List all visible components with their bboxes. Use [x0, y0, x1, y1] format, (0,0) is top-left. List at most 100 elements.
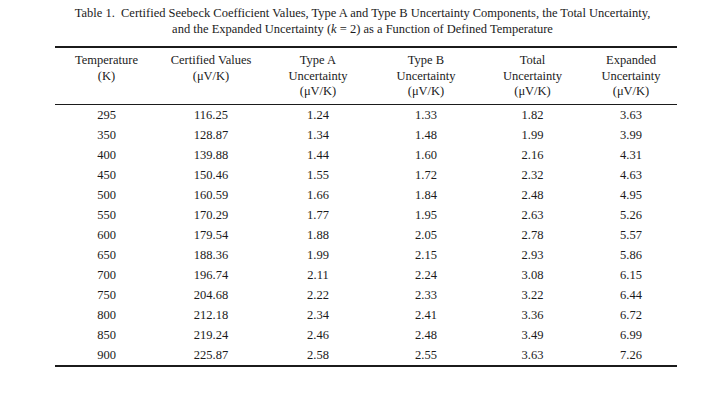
seebeck-coefficient-table: Temperature (K) Certified Values (μV/K) … — [55, 46, 677, 367]
table-row: 450 150.46 1.55 1.72 2.32 4.63 — [55, 165, 677, 185]
cell-type-b-uncertainty: 2.24 — [372, 265, 480, 285]
cell-total-uncertainty: 2.93 — [480, 245, 585, 265]
column-header-type-a-uncertainty: Type A Uncertainty (μV/K) — [264, 47, 372, 104]
table-row: 700 196.74 2.11 2.24 3.08 6.15 — [55, 265, 677, 285]
cell-expanded-uncertainty: 5.26 — [585, 205, 677, 225]
cell-total-uncertainty: 3.49 — [480, 325, 585, 345]
cell-type-b-uncertainty: 2.05 — [372, 225, 480, 245]
cell-total-uncertainty: 3.22 — [480, 285, 585, 305]
column-header-temperature: Temperature (K) — [55, 47, 158, 104]
cell-expanded-uncertainty: 5.86 — [585, 245, 677, 265]
cell-type-a-uncertainty: 1.34 — [264, 125, 372, 145]
cell-expanded-uncertainty: 6.72 — [585, 305, 677, 325]
cell-temperature: 700 — [55, 265, 158, 285]
cell-type-b-uncertainty: 2.48 — [372, 325, 480, 345]
cell-type-b-uncertainty: 1.95 — [372, 205, 480, 225]
cell-certified-value: 225.87 — [158, 345, 264, 366]
cell-temperature: 550 — [55, 205, 158, 225]
cell-type-a-uncertainty: 1.88 — [264, 225, 372, 245]
column-header-certified-values: Certified Values (μV/K) — [158, 47, 264, 104]
cell-expanded-uncertainty: 3.63 — [585, 104, 677, 125]
cell-temperature: 600 — [55, 225, 158, 245]
cell-temperature: 400 — [55, 145, 158, 165]
cell-certified-value: 212.18 — [158, 305, 264, 325]
cell-certified-value: 150.46 — [158, 165, 264, 185]
cell-total-uncertainty: 2.32 — [480, 165, 585, 185]
cell-expanded-uncertainty: 4.95 — [585, 185, 677, 205]
cell-certified-value: 116.25 — [158, 104, 264, 125]
cell-certified-value: 179.54 — [158, 225, 264, 245]
cell-certified-value: 204.68 — [158, 285, 264, 305]
cell-type-b-uncertainty: 2.41 — [372, 305, 480, 325]
cell-total-uncertainty: 3.36 — [480, 305, 585, 325]
cell-expanded-uncertainty: 4.31 — [585, 145, 677, 165]
cell-type-b-uncertainty: 2.33 — [372, 285, 480, 305]
table-container: Temperature (K) Certified Values (μV/K) … — [55, 46, 677, 367]
table-row: 550 170.29 1.77 1.95 2.63 5.26 — [55, 205, 677, 225]
cell-certified-value: 139.88 — [158, 145, 264, 165]
cell-expanded-uncertainty: 6.99 — [585, 325, 677, 345]
cell-temperature: 900 — [55, 345, 158, 366]
table-row: 600 179.54 1.88 2.05 2.78 5.57 — [55, 225, 677, 245]
cell-type-b-uncertainty: 1.48 — [372, 125, 480, 145]
cell-certified-value: 170.29 — [158, 205, 264, 225]
column-header-type-b-uncertainty: Type B Uncertainty (μV/K) — [372, 47, 480, 104]
table-row: 850 219.24 2.46 2.48 3.49 6.99 — [55, 325, 677, 345]
cell-temperature: 850 — [55, 325, 158, 345]
cell-expanded-uncertainty: 5.57 — [585, 225, 677, 245]
cell-temperature: 500 — [55, 185, 158, 205]
table-caption-line2: and the Expanded Uncertainty (k = 2) as … — [0, 21, 725, 37]
cell-certified-value: 219.24 — [158, 325, 264, 345]
cell-type-a-uncertainty: 1.99 — [264, 245, 372, 265]
cell-temperature: 650 — [55, 245, 158, 265]
cell-type-a-uncertainty: 1.77 — [264, 205, 372, 225]
cell-type-a-uncertainty: 2.58 — [264, 345, 372, 366]
cell-type-b-uncertainty: 2.55 — [372, 345, 480, 366]
cell-certified-value: 188.36 — [158, 245, 264, 265]
table-row: 400 139.88 1.44 1.60 2.16 4.31 — [55, 145, 677, 165]
cell-expanded-uncertainty: 3.99 — [585, 125, 677, 145]
cell-type-a-uncertainty: 1.66 — [264, 185, 372, 205]
cell-temperature: 750 — [55, 285, 158, 305]
cell-total-uncertainty: 2.78 — [480, 225, 585, 245]
cell-type-a-uncertainty: 2.34 — [264, 305, 372, 325]
cell-type-b-uncertainty: 1.60 — [372, 145, 480, 165]
cell-expanded-uncertainty: 7.26 — [585, 345, 677, 366]
cell-type-b-uncertainty: 2.15 — [372, 245, 480, 265]
table-row: 750 204.68 2.22 2.33 3.22 6.44 — [55, 285, 677, 305]
cell-certified-value: 128.87 — [158, 125, 264, 145]
cell-type-b-uncertainty: 1.33 — [372, 104, 480, 125]
cell-total-uncertainty: 3.08 — [480, 265, 585, 285]
column-header-total-uncertainty: Total Uncertainty (μV/K) — [480, 47, 585, 104]
cell-expanded-uncertainty: 6.44 — [585, 285, 677, 305]
table-row: 350 128.87 1.34 1.48 1.99 3.99 — [55, 125, 677, 145]
cell-type-a-uncertainty: 1.44 — [264, 145, 372, 165]
cell-total-uncertainty: 3.63 — [480, 345, 585, 366]
cell-total-uncertainty: 2.63 — [480, 205, 585, 225]
table-caption-line1: Table 1. Certified Seebeck Coefficient V… — [0, 5, 725, 21]
cell-certified-value: 160.59 — [158, 185, 264, 205]
cell-type-b-uncertainty: 1.84 — [372, 185, 480, 205]
caption-line2-post: = 2) as a Function of Defined Temperatur… — [337, 22, 553, 36]
cell-certified-value: 196.74 — [158, 265, 264, 285]
cell-type-a-uncertainty: 2.46 — [264, 325, 372, 345]
cell-temperature: 295 — [55, 104, 158, 125]
table-row: 650 188.36 1.99 2.15 2.93 5.86 — [55, 245, 677, 265]
cell-type-a-uncertainty: 1.24 — [264, 104, 372, 125]
caption-line2-pre: and the Expanded Uncertainty ( — [172, 22, 331, 36]
cell-type-a-uncertainty: 2.22 — [264, 285, 372, 305]
table-row: 800 212.18 2.34 2.41 3.36 6.72 — [55, 305, 677, 325]
table-row: 295 116.25 1.24 1.33 1.82 3.63 — [55, 104, 677, 125]
cell-total-uncertainty: 2.16 — [480, 145, 585, 165]
cell-temperature: 450 — [55, 165, 158, 185]
cell-temperature: 800 — [55, 305, 158, 325]
cell-temperature: 350 — [55, 125, 158, 145]
cell-type-a-uncertainty: 1.55 — [264, 165, 372, 185]
table-header: Temperature (K) Certified Values (μV/K) … — [55, 47, 677, 104]
table-body: 295 116.25 1.24 1.33 1.82 3.63 350 128.8… — [55, 104, 677, 366]
cell-total-uncertainty: 1.99 — [480, 125, 585, 145]
cell-total-uncertainty: 2.48 — [480, 185, 585, 205]
column-header-expanded-uncertainty: Expanded Uncertainty (μV/K) — [585, 47, 677, 104]
cell-type-a-uncertainty: 2.11 — [264, 265, 372, 285]
table-row: 900 225.87 2.58 2.55 3.63 7.26 — [55, 345, 677, 366]
